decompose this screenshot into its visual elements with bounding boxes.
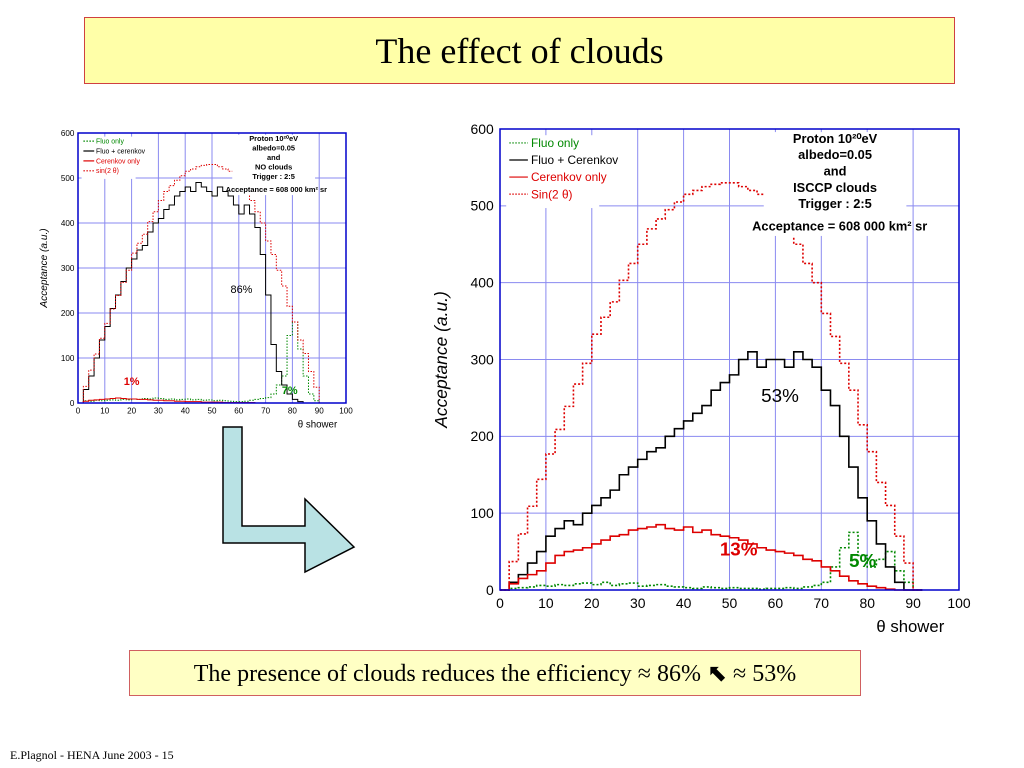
axes-frame	[77, 132, 347, 404]
x-tick-label: 60	[768, 595, 784, 611]
info-line: Trigger : 2:5	[252, 172, 295, 181]
x-tick-label: 100	[947, 595, 971, 611]
info-line: and	[824, 164, 847, 179]
y-tick-label: 100	[61, 354, 75, 363]
info-box	[232, 134, 316, 196]
legend-label: Sin(2 θ)	[531, 187, 573, 201]
legend-label: Fluo + Cerenkov	[531, 153, 618, 167]
info-line: Proton 10²⁰eV	[793, 131, 878, 146]
info-box	[763, 132, 907, 236]
x-tick-label: 0	[76, 407, 81, 416]
series-line	[78, 321, 325, 404]
y-tick-label: 0	[70, 399, 75, 408]
series-line	[500, 523, 923, 591]
info-line: Proton 10²⁰eV	[249, 134, 298, 143]
series-line	[78, 164, 325, 404]
chart-isccp-clouds: 0 100 200 300 400 500 600 0 10 20 30 40 50 60 70 80 90 10…	[431, 121, 971, 636]
x-tick-label: 70	[261, 407, 271, 416]
legend-label: Cerenkov only	[531, 170, 607, 184]
y-tick-label: 300	[61, 264, 75, 273]
x-tick-label: 50	[207, 407, 217, 416]
slide-title: The effect of clouds	[375, 30, 664, 71]
summary-text: The presence of clouds reduces the effic…	[193, 660, 797, 687]
info-line: Acceptance = 608 000 km² sr	[752, 219, 927, 234]
y-tick-label: 0	[486, 582, 494, 598]
y-tick-label: 500	[471, 198, 495, 214]
x-tick-label: 50	[722, 595, 738, 611]
slide-footer: E.Plagnol - HENA June 2003 - 15	[10, 748, 174, 762]
legend-label: Fluo + cerenkov	[96, 148, 146, 155]
axes-frame	[499, 128, 960, 591]
info-line: ISCCP clouds	[793, 180, 877, 195]
y-tick-label: 400	[61, 219, 75, 228]
transition-arrow-icon	[222, 426, 356, 574]
y-tick-label: 200	[471, 428, 495, 444]
y-tick-label: 300	[471, 351, 495, 367]
x-tick-label: 80	[288, 407, 298, 416]
y-axis-label: Acceptance (a.u.)	[39, 228, 50, 308]
x-tick-label: 20	[584, 595, 600, 611]
x-tick-label: 80	[859, 595, 875, 611]
x-tick-label: 20	[127, 407, 137, 416]
x-tick-label: 30	[630, 595, 646, 611]
y-axis-label: Acceptance (a.u.)	[431, 291, 451, 429]
info-line: and	[267, 153, 281, 162]
x-tick-label: 90	[315, 407, 325, 416]
info-line: albedo=0.05	[798, 147, 872, 162]
annotation-label: 1%	[124, 376, 140, 388]
x-tick-label: 10	[538, 595, 554, 611]
info-line: Trigger : 2:5	[798, 196, 871, 211]
y-tick-label: 600	[471, 121, 495, 137]
info-line: Acceptance = 608 000 km² sr	[226, 185, 328, 194]
info-line: NO clouds	[255, 162, 292, 171]
x-tick-label: 100	[339, 407, 353, 416]
annotation-label: 13%	[720, 538, 758, 559]
annotation-label: 53%	[761, 385, 799, 406]
annotation-label: 7%	[282, 385, 298, 397]
legend-label: Fluo only	[531, 136, 579, 150]
x-tick-label: 0	[496, 595, 504, 611]
annotation-label: 86%	[231, 284, 253, 296]
y-tick-label: 400	[471, 275, 495, 291]
x-tick-label: 10	[100, 407, 110, 416]
legend-label: sin(2 θ)	[96, 168, 119, 175]
annotation-label: 5%	[849, 550, 876, 571]
summary-box: The presence of clouds reduces the effic…	[129, 650, 861, 696]
series-line	[500, 181, 923, 591]
y-tick-label: 500	[61, 174, 75, 183]
info-line: albedo=0.05	[252, 144, 295, 153]
series-line	[78, 182, 325, 404]
y-tick-label: 100	[471, 505, 495, 521]
x-tick-label: 70	[814, 595, 830, 611]
series-line	[500, 531, 923, 591]
legend-label: Cerenkov only	[96, 158, 141, 165]
legend-box	[506, 135, 600, 209]
y-tick-label: 600	[61, 129, 75, 138]
chart-clear-sky: 0 100 200 300 400 500 600 0 10 20 30 40 50 60 70 80 90 10…	[39, 129, 353, 430]
x-axis-label: θ shower	[298, 419, 338, 430]
legend-label: Fluo only	[96, 139, 124, 146]
x-tick-label: 30	[154, 407, 164, 416]
x-tick-label: 60	[234, 407, 244, 416]
x-tick-label: 40	[676, 595, 692, 611]
series-line	[500, 351, 923, 591]
legend-box	[81, 136, 136, 179]
x-axis-label: θ shower	[876, 617, 944, 636]
x-tick-label: 40	[181, 407, 191, 416]
y-tick-label: 200	[61, 309, 75, 318]
x-tick-label: 90	[905, 595, 921, 611]
slide-title-box: The effect of clouds	[84, 17, 955, 84]
